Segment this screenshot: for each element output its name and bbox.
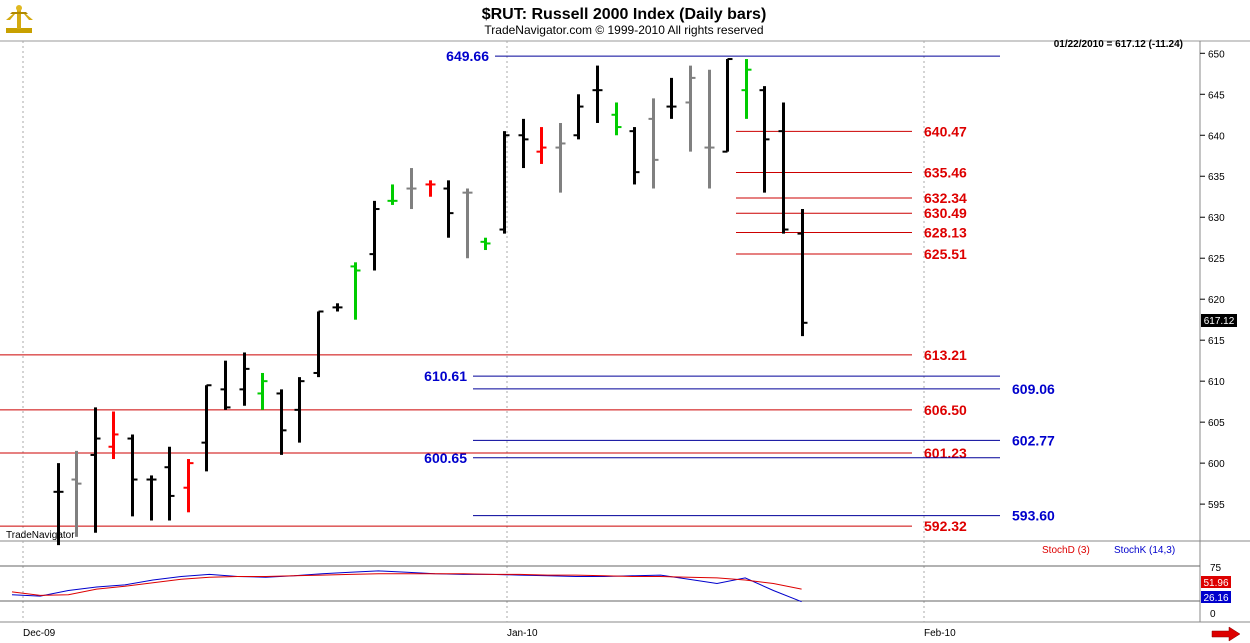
blue-level-label: 610.61 xyxy=(424,368,467,384)
red-level-label: 640.47 xyxy=(924,123,967,139)
watermark: TradeNavigator xyxy=(6,530,75,541)
blue-level-label: 609.06 xyxy=(1012,381,1055,397)
red-level-label: 592.32 xyxy=(924,518,967,534)
stoch-d-value: 51.96 xyxy=(1203,578,1228,589)
ohlc-bar xyxy=(164,446,175,521)
y-tick-label: 635 xyxy=(1208,172,1225,183)
ohlc-bar xyxy=(499,131,510,234)
ohlc-bar xyxy=(518,118,529,169)
chart-subtitle: TradeNavigator.com © 1999-2010 All right… xyxy=(484,23,763,37)
ohlc-bar xyxy=(71,450,82,537)
ohlc-bar xyxy=(220,360,231,410)
ohlc-bar xyxy=(573,94,584,140)
red-level-label: 635.46 xyxy=(924,164,967,180)
stoch-d-value-box xyxy=(1201,576,1231,588)
y-tick-label: 645 xyxy=(1208,90,1225,101)
ohlc-bar xyxy=(257,372,268,410)
stoch-tick-75: 75 xyxy=(1210,563,1222,574)
ohlc-bar xyxy=(443,180,454,238)
ohlc-bar xyxy=(722,58,733,153)
x-tick-feb10: Feb-10 xyxy=(924,628,956,639)
y-tick-label: 630 xyxy=(1208,213,1225,224)
y-tick-label: 610 xyxy=(1208,377,1225,388)
ohlc-bar xyxy=(741,59,752,119)
x-tick-dec09: Dec-09 xyxy=(23,628,56,639)
ohlc-bar xyxy=(127,434,138,517)
y-tick-label: 640 xyxy=(1208,131,1225,142)
ohlc-bar xyxy=(629,127,640,185)
ohlc-bar xyxy=(276,389,287,455)
last-price-box xyxy=(1201,314,1237,327)
ohlc-bar xyxy=(201,384,212,472)
stoch-tick-0: 0 xyxy=(1210,609,1216,620)
ohlc-bar xyxy=(611,102,622,136)
ohlc-bar xyxy=(313,310,324,378)
stoch-k-value-box xyxy=(1201,591,1231,603)
ohlc-bar xyxy=(369,200,380,271)
y-tick-label: 615 xyxy=(1208,336,1225,347)
y-tick-label: 595 xyxy=(1208,500,1225,511)
stoch-k-value: 26.16 xyxy=(1203,593,1228,604)
ohlc-bar xyxy=(704,69,715,189)
stoch-d-legend: StochD (3) xyxy=(1042,545,1090,556)
ohlc-bar xyxy=(183,459,194,513)
ohlc-bar xyxy=(462,188,473,259)
ohlc-bar xyxy=(592,65,603,123)
ohlc-bar xyxy=(332,303,343,312)
blue-level-label: 593.60 xyxy=(1012,508,1055,524)
stoch-d-line xyxy=(11,573,802,596)
red-level-label: 625.51 xyxy=(924,246,967,262)
ohlc-bar xyxy=(146,475,157,521)
y-tick-label: 650 xyxy=(1208,49,1225,60)
stoch-k-legend: StochK (14,3) xyxy=(1114,545,1175,556)
ohlc-bar xyxy=(536,127,547,164)
price-bars xyxy=(53,58,808,546)
ohlc-bar xyxy=(425,180,436,197)
ohlc-bar xyxy=(555,122,566,193)
ohlc-bar xyxy=(648,98,659,189)
ohlc-bar xyxy=(108,411,119,460)
last-price-label: 617.12 xyxy=(1204,316,1235,327)
x-tick-jan10: Jan-10 xyxy=(507,628,538,639)
ohlc-bar xyxy=(239,352,250,406)
ohlc-bar xyxy=(294,377,305,443)
brass-scale-icon xyxy=(6,5,33,33)
y-tick-label: 620 xyxy=(1208,295,1225,306)
ohlc-bar xyxy=(90,407,101,533)
price-axis-ticks: 595 600 605 610 615 620 625 630 635 640 645 650 xyxy=(1200,49,1225,511)
ohlc-bar xyxy=(685,65,696,152)
blue-level-label: 602.77 xyxy=(1012,432,1055,448)
ohlc-bar xyxy=(406,168,417,210)
ohlc-bar xyxy=(480,237,491,251)
red-level-label: 632.34 xyxy=(924,190,967,206)
y-tick-label: 625 xyxy=(1208,254,1225,265)
ohlc-bar xyxy=(759,86,770,193)
chart-title: $RUT: Russell 2000 Index (Daily bars) xyxy=(482,6,767,23)
ohlc-bar xyxy=(53,463,64,546)
blue-level-label: 649.66 xyxy=(446,48,489,64)
y-tick-label: 605 xyxy=(1208,418,1225,429)
ohlc-bar xyxy=(666,77,677,119)
chart-background xyxy=(0,41,1250,643)
red-level-label: 606.50 xyxy=(924,402,967,418)
ohlc-bar xyxy=(387,184,398,205)
red-level-label: 630.49 xyxy=(924,205,967,221)
blue-level-label: 600.65 xyxy=(424,450,467,466)
info-label: 01/22/2010 = 617.12 (-11.24) xyxy=(1054,39,1183,50)
red-level-label: 613.21 xyxy=(924,347,967,363)
ohlc-bar xyxy=(778,102,789,234)
red-level-label: 628.13 xyxy=(924,225,967,241)
ohlc-bar xyxy=(350,262,361,320)
right-arrow-icon[interactable] xyxy=(1211,626,1241,642)
ohlc-bar xyxy=(797,209,808,337)
stochastic-lines xyxy=(11,570,802,603)
red-level-label: 601.23 xyxy=(924,445,967,461)
gridlines xyxy=(22,41,925,622)
y-tick-label: 600 xyxy=(1208,459,1225,470)
